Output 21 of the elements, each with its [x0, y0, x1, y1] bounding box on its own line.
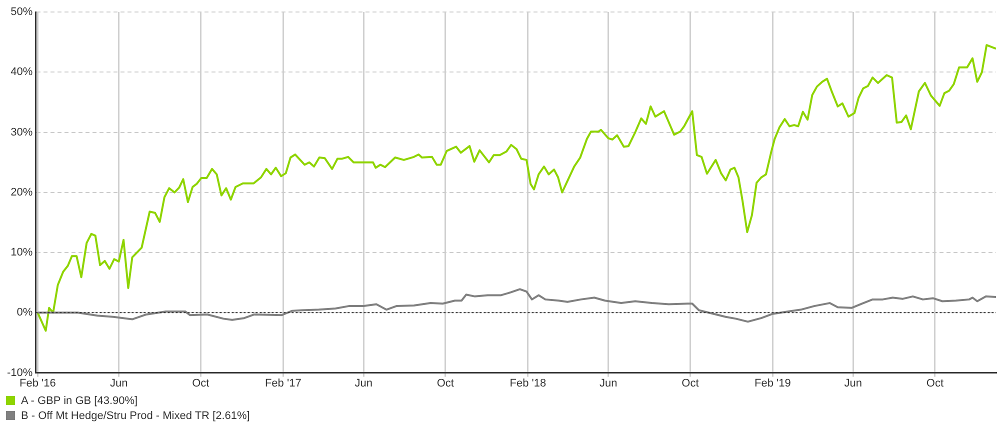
x-tick-label: Feb '19: [754, 377, 791, 390]
x-tick-label: Feb '17: [264, 377, 302, 390]
x-tick-label: Jun: [110, 377, 128, 390]
y-tick-label: 20%: [10, 186, 33, 198]
x-tick-label: Feb '18: [510, 377, 546, 390]
y-tick-label: 30%: [10, 126, 33, 138]
y-tick-label: 10%: [10, 246, 33, 259]
x-tick-label: Jun: [600, 377, 618, 390]
y-tick-label: -10%: [6, 366, 33, 379]
x-tick-label: Oct: [436, 377, 454, 390]
x-tick-label: Oct: [682, 377, 699, 390]
legend-label: B - Off Mt Hedge/Stru Prod - Mixed TR [2.61%]: [21, 410, 250, 422]
y-tick-label: 40%: [10, 66, 33, 78]
x-tick-label: Feb '16: [20, 377, 56, 390]
x-tick-label: Oct: [926, 377, 944, 390]
x-tick-label: Oct: [192, 377, 210, 390]
y-tick-label: 0%: [16, 306, 33, 319]
x-tick-label: Jun: [354, 377, 372, 390]
x-tick-label: Jun: [844, 377, 862, 390]
legend-label: A - GBP in GB [43.90%]: [21, 394, 138, 406]
y-tick-label: 50%: [10, 6, 33, 18]
